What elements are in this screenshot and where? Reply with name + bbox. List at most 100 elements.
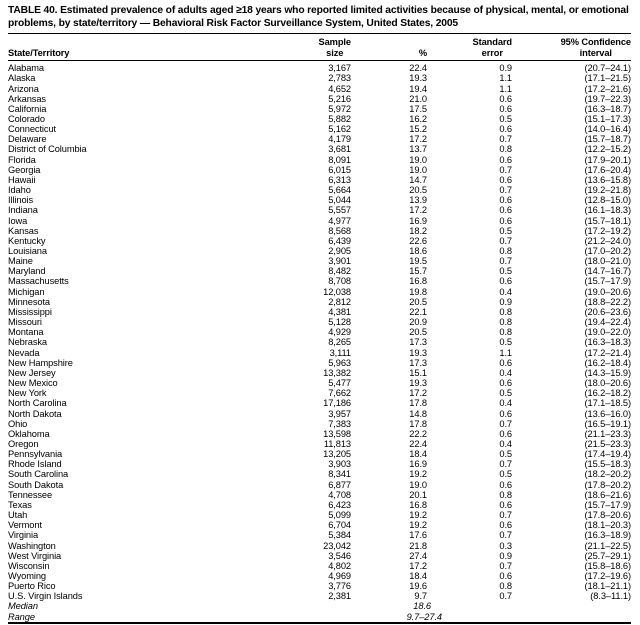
percent-cell: 19.6: [409, 581, 427, 592]
state-name-cell: Pennsylvania: [8, 449, 63, 460]
confidence-interval-cell: (16.5–19.1): [584, 418, 632, 429]
sample-size-cell: 5,384: [328, 530, 351, 541]
sample-size-cell: 6,423: [328, 499, 351, 510]
standard-error-cell: 0.6: [499, 378, 512, 389]
sample-size-cell: 8,091: [328, 154, 351, 165]
state-name-cell: Nevada: [8, 347, 40, 358]
standard-error-cell: 0.7: [499, 591, 512, 602]
sample-size-cell: 6,439: [328, 235, 351, 246]
confidence-interval-cell: (15.8–18.6): [584, 560, 632, 571]
percent-cell: 17.2: [409, 388, 427, 399]
state-name-cell: New Mexico: [8, 378, 58, 389]
percent-cell: 17.2: [409, 134, 427, 145]
standard-error-cell: 0.3: [499, 540, 512, 551]
percent-cell: 21.8: [409, 540, 427, 551]
sample-size-cell: 5,216: [328, 93, 351, 104]
sample-size-cell: 4,652: [328, 83, 351, 94]
percent-cell: 27.4: [409, 550, 427, 561]
sample-size-cell: 8,568: [328, 225, 351, 236]
standard-error-cell: 0.8: [499, 246, 512, 256]
state-name-cell: Maine: [8, 256, 33, 267]
standard-error-cell: 0.6: [499, 520, 512, 531]
state-name-cell: Montana: [8, 327, 44, 338]
standard-error-cell: 1.1: [499, 73, 512, 84]
state-name-cell: New Jersey: [8, 367, 56, 378]
standard-error-cell: 0.9: [499, 63, 512, 74]
sample-size-cell: 4,179: [328, 134, 351, 145]
standard-error-cell: 0.6: [499, 428, 512, 439]
state-name-cell: Tennessee: [8, 489, 53, 500]
confidence-interval-cell: (13.6–15.8): [584, 174, 632, 185]
confidence-interval-cell: (14.3–15.9): [584, 367, 632, 378]
state-name-cell: Kentucky: [8, 235, 46, 246]
standard-error-cell: 0.8: [499, 317, 512, 328]
summary-label-cell: Range: [8, 611, 35, 622]
standard-error-cell: 0.6: [499, 124, 512, 135]
state-name-cell: New York: [8, 388, 47, 399]
state-name-cell: Missouri: [8, 317, 42, 328]
percent-cell: 16.9: [409, 459, 427, 470]
percent-cell: 16.2: [409, 113, 427, 124]
confidence-interval-cell: (18.1–21.1): [584, 581, 632, 592]
state-name-cell: Arkansas: [8, 93, 46, 104]
percent-cell: 9.7–27.4: [406, 611, 442, 622]
sample-size-cell: 5,557: [328, 205, 351, 216]
standard-error-cell: 0.5: [499, 225, 512, 236]
table-row: Wyoming 4,969 18.4 0.6 (17.2–19.6): [8, 571, 631, 581]
column-header-percent: %: [351, 33, 427, 62]
table-row: Minnesota 2,812 20.5 0.9 (18.8–22.2): [8, 297, 631, 307]
confidence-interval-cell: (21.1–23.3): [584, 428, 632, 439]
sample-size-cell: 6,313: [328, 174, 351, 185]
state-name-cell: Wyoming: [8, 571, 46, 581]
percent-cell: 19.0: [409, 164, 427, 175]
confidence-interval-cell: (16.3–18.7): [584, 103, 632, 114]
standard-error-cell: 0.5: [499, 449, 512, 460]
table-row: Louisiana 2,905 18.6 0.8 (17.0–20.2): [8, 246, 631, 256]
percent-cell: 19.3: [409, 378, 427, 389]
confidence-interval-cell: (19.7–22.3): [584, 93, 632, 104]
confidence-interval-cell: (16.1–18.3): [584, 205, 632, 216]
table-row: District of Columbia 3,681 13.7 0.8 (12.2–15…: [8, 144, 631, 154]
table-row: Florida 8,091 19.0 0.6 (17.9–20.1): [8, 155, 631, 165]
sample-size-cell: 4,929: [328, 327, 351, 338]
confidence-interval-cell: (17.9–20.1): [584, 154, 632, 165]
summary-label-cell: Median: [8, 601, 38, 612]
table-row: New Jersey 13,382 15.1 0.4 (14.3–15.9): [8, 368, 631, 378]
confidence-interval-cell: (17.1–21.5): [584, 73, 632, 84]
confidence-interval-cell: (19.0–20.6): [584, 286, 632, 297]
confidence-interval-cell: [512, 601, 631, 611]
table-row: Colorado 5,882 16.2 0.5 (15.1–17.3): [8, 114, 631, 124]
table-row: U.S. Virgin Islands 2,381 9.7 0.7 (8.3–11.1): [8, 591, 631, 601]
table-row: North Dakota 3,957 14.8 0.6 (13.6–16.0): [8, 409, 631, 419]
standard-error-cell: 0.7: [499, 530, 512, 541]
sample-size-cell: 3,681: [328, 144, 351, 155]
confidence-interval-cell: (18.0–21.0): [584, 256, 632, 267]
confidence-interval-cell: (20.7–24.1): [584, 63, 632, 74]
table-row: Nebraska 8,265 17.3 0.5 (16.3–18.3): [8, 337, 631, 347]
standard-error-cell: 0.9: [499, 550, 512, 561]
sample-size-cell: 5,664: [328, 185, 351, 196]
confidence-interval-cell: (18.8–22.2): [584, 296, 632, 307]
sample-size-cell: 4,381: [328, 306, 351, 317]
standard-error-cell: 0.6: [499, 571, 512, 581]
confidence-interval-cell: (15.5–18.3): [584, 459, 632, 470]
confidence-interval-cell: (17.2–21.6): [584, 83, 632, 94]
table-row: Kentucky 6,439 22.6 0.7 (21.2–24.0): [8, 236, 631, 246]
standard-error-cell: 0.7: [499, 235, 512, 246]
sample-size-cell: 13,598: [323, 428, 351, 439]
percent-cell: 14.8: [409, 408, 427, 419]
table-row: Idaho 5,664 20.5 0.7 (19.2–21.8): [8, 185, 631, 195]
percent-cell: 22.1: [409, 306, 427, 317]
sample-size-cell: 7,662: [328, 388, 351, 399]
confidence-interval-cell: (21.2–24.0): [584, 235, 632, 246]
percent-cell: 13.9: [409, 195, 427, 206]
percent-cell: 17.3: [409, 337, 427, 348]
standard-error-cell: 0.7: [499, 510, 512, 521]
standard-error-cell: 0.7: [499, 418, 512, 429]
table-row: New Mexico 5,477 19.3 0.6 (18.0–20.6): [8, 378, 631, 388]
standard-error-cell: 0.5: [499, 266, 512, 277]
confidence-interval-cell: (15.7–18.7): [584, 134, 632, 145]
table-row: Missouri 5,128 20.9 0.8 (19.4–22.4): [8, 317, 631, 327]
state-name-cell: South Dakota: [8, 479, 64, 490]
sample-size-cell: 3,903: [328, 459, 351, 470]
